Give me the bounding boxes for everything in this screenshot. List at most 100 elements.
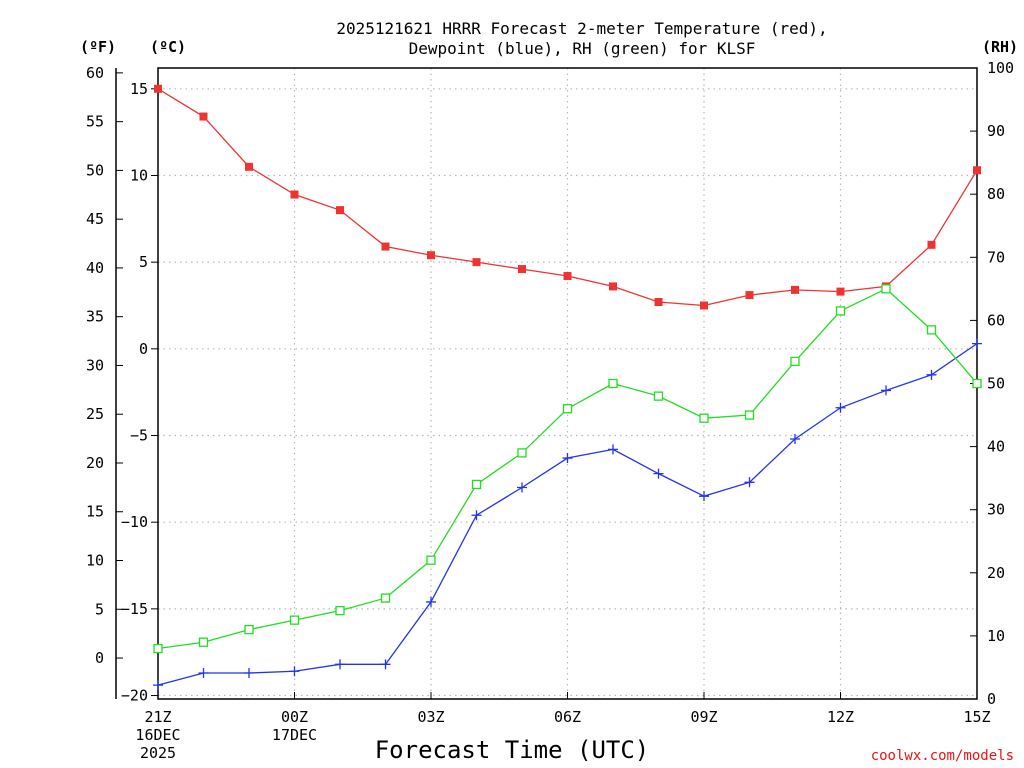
rh-tick-label: 60 bbox=[987, 311, 1005, 329]
temperature-point bbox=[290, 190, 299, 199]
temperature-point bbox=[700, 301, 708, 310]
series-layer bbox=[153, 84, 982, 691]
rh-line bbox=[157, 288, 978, 650]
dewpoint-point bbox=[153, 680, 163, 691]
dewpoint-point bbox=[198, 667, 209, 678]
grid-layer bbox=[158, 68, 977, 699]
rh-point bbox=[289, 615, 300, 625]
fahrenheit-tick-label: 20 bbox=[86, 454, 104, 472]
chart-title-line-2: Dewpoint (blue), RH (green) for KLSF bbox=[409, 39, 756, 58]
fahrenheit-tick-label: 10 bbox=[86, 552, 104, 570]
fahrenheit-tick-label: 0 bbox=[95, 649, 104, 667]
dewpoint-point bbox=[517, 482, 527, 493]
rh-tick-label: 100 bbox=[987, 59, 1014, 77]
fahrenheit-tick-label: 5 bbox=[95, 600, 104, 618]
rh-point bbox=[926, 325, 937, 335]
temperature-point bbox=[791, 285, 799, 294]
rh-point bbox=[335, 606, 345, 616]
x-tick-label: 00Z bbox=[281, 708, 308, 726]
temperature-point bbox=[563, 272, 572, 281]
rh-tick-label: 90 bbox=[987, 122, 1005, 140]
celsius-tick-label: 5 bbox=[139, 253, 148, 271]
rh-point bbox=[380, 593, 391, 603]
rh-point bbox=[881, 284, 891, 294]
fahrenheit-tick-label: 15 bbox=[86, 503, 104, 521]
rh-point bbox=[744, 410, 755, 420]
x-tick-label: 03Z bbox=[417, 708, 444, 726]
rh-tick-label: 40 bbox=[987, 438, 1005, 456]
x-tick-label: 09Z bbox=[690, 708, 717, 726]
rh-tick-label: 80 bbox=[987, 185, 1005, 203]
rh-tick-label: 70 bbox=[987, 248, 1005, 266]
x-tick-label: 15Z bbox=[963, 708, 990, 726]
rh-point bbox=[608, 378, 618, 389]
fahrenheit-tick-label: 45 bbox=[86, 210, 104, 228]
temperature-point bbox=[154, 84, 162, 93]
dewpoint-point bbox=[881, 385, 891, 396]
temperature-point bbox=[381, 242, 390, 251]
celsius-tick-label: 0 bbox=[139, 340, 148, 358]
temperature-point bbox=[609, 282, 617, 291]
credit-label: coolwx.com/models bbox=[871, 748, 1014, 764]
tick-layer: 151050−5−10−15−2060555045403530252015105… bbox=[86, 59, 1014, 762]
rh-unit-label: (RH) bbox=[982, 38, 1018, 56]
x-tick-label: 12Z bbox=[827, 708, 854, 726]
rh-point bbox=[790, 356, 800, 367]
temperature-point bbox=[836, 287, 845, 296]
temperature-point bbox=[654, 298, 663, 307]
x-tick-label: 16DEC bbox=[135, 726, 180, 744]
rh-tick-label: 0 bbox=[987, 690, 996, 708]
fahrenheit-tick-label: 40 bbox=[86, 259, 104, 277]
dewpoint-point bbox=[699, 491, 709, 502]
temperature-point bbox=[927, 240, 936, 249]
dewpoint-point bbox=[335, 659, 345, 670]
temperature-point bbox=[199, 112, 208, 121]
rh-point bbox=[653, 391, 664, 401]
fahrenheit-tick-label: 25 bbox=[86, 405, 104, 423]
rh-tick-label: 30 bbox=[987, 501, 1005, 519]
rh-point bbox=[835, 306, 846, 316]
celsius-unit-label: (ºC) bbox=[150, 38, 186, 56]
temperature-point bbox=[427, 251, 435, 260]
x-axis-label: Forecast Time (UTC) bbox=[375, 736, 650, 764]
chart-title-line-1: 2025121621 HRRR Forecast 2-meter Tempera… bbox=[336, 19, 827, 38]
rh-point bbox=[972, 378, 982, 389]
fahrenheit-tick-label: 30 bbox=[86, 356, 104, 374]
dewpoint-point bbox=[744, 477, 755, 488]
dewpoint-point bbox=[562, 453, 573, 464]
temperature-point bbox=[518, 265, 526, 274]
dewpoint-point bbox=[471, 510, 482, 521]
celsius-tick-label: 15 bbox=[130, 80, 148, 98]
rh-point bbox=[426, 555, 436, 565]
rh-point bbox=[517, 448, 527, 458]
fahrenheit-unit-label: (ºF) bbox=[80, 38, 116, 56]
dewpoint-point bbox=[790, 433, 800, 444]
dewpoint-point bbox=[426, 596, 436, 607]
fahrenheit-tick-label: 55 bbox=[86, 113, 104, 131]
rh-tick-label: 50 bbox=[987, 375, 1005, 393]
temperature-point bbox=[245, 162, 253, 171]
rh-point bbox=[244, 624, 254, 635]
rh-point bbox=[153, 643, 163, 654]
fahrenheit-tick-label: 50 bbox=[86, 161, 104, 179]
rh-point bbox=[471, 479, 482, 490]
rh-point bbox=[699, 413, 709, 423]
temperature-point bbox=[336, 206, 344, 215]
fahrenheit-tick-label: 35 bbox=[86, 308, 104, 326]
temperature-point bbox=[973, 166, 981, 175]
celsius-tick-label: −20 bbox=[121, 687, 148, 705]
rh-point bbox=[198, 637, 209, 647]
x-tick-label: 21Z bbox=[144, 708, 171, 726]
rh-tick-label: 20 bbox=[987, 564, 1005, 582]
celsius-tick-label: −15 bbox=[121, 600, 148, 618]
fahrenheit-tick-label: 60 bbox=[86, 64, 104, 82]
dewpoint-point bbox=[835, 402, 846, 413]
dewpoint-point bbox=[972, 338, 982, 349]
celsius-tick-label: −10 bbox=[121, 513, 148, 531]
rh-tick-label: 10 bbox=[987, 627, 1005, 645]
dewpoint-point bbox=[244, 667, 254, 678]
rh-point bbox=[562, 404, 573, 414]
celsius-tick-label: −5 bbox=[130, 427, 148, 445]
x-tick-label: 2025 bbox=[140, 744, 176, 762]
